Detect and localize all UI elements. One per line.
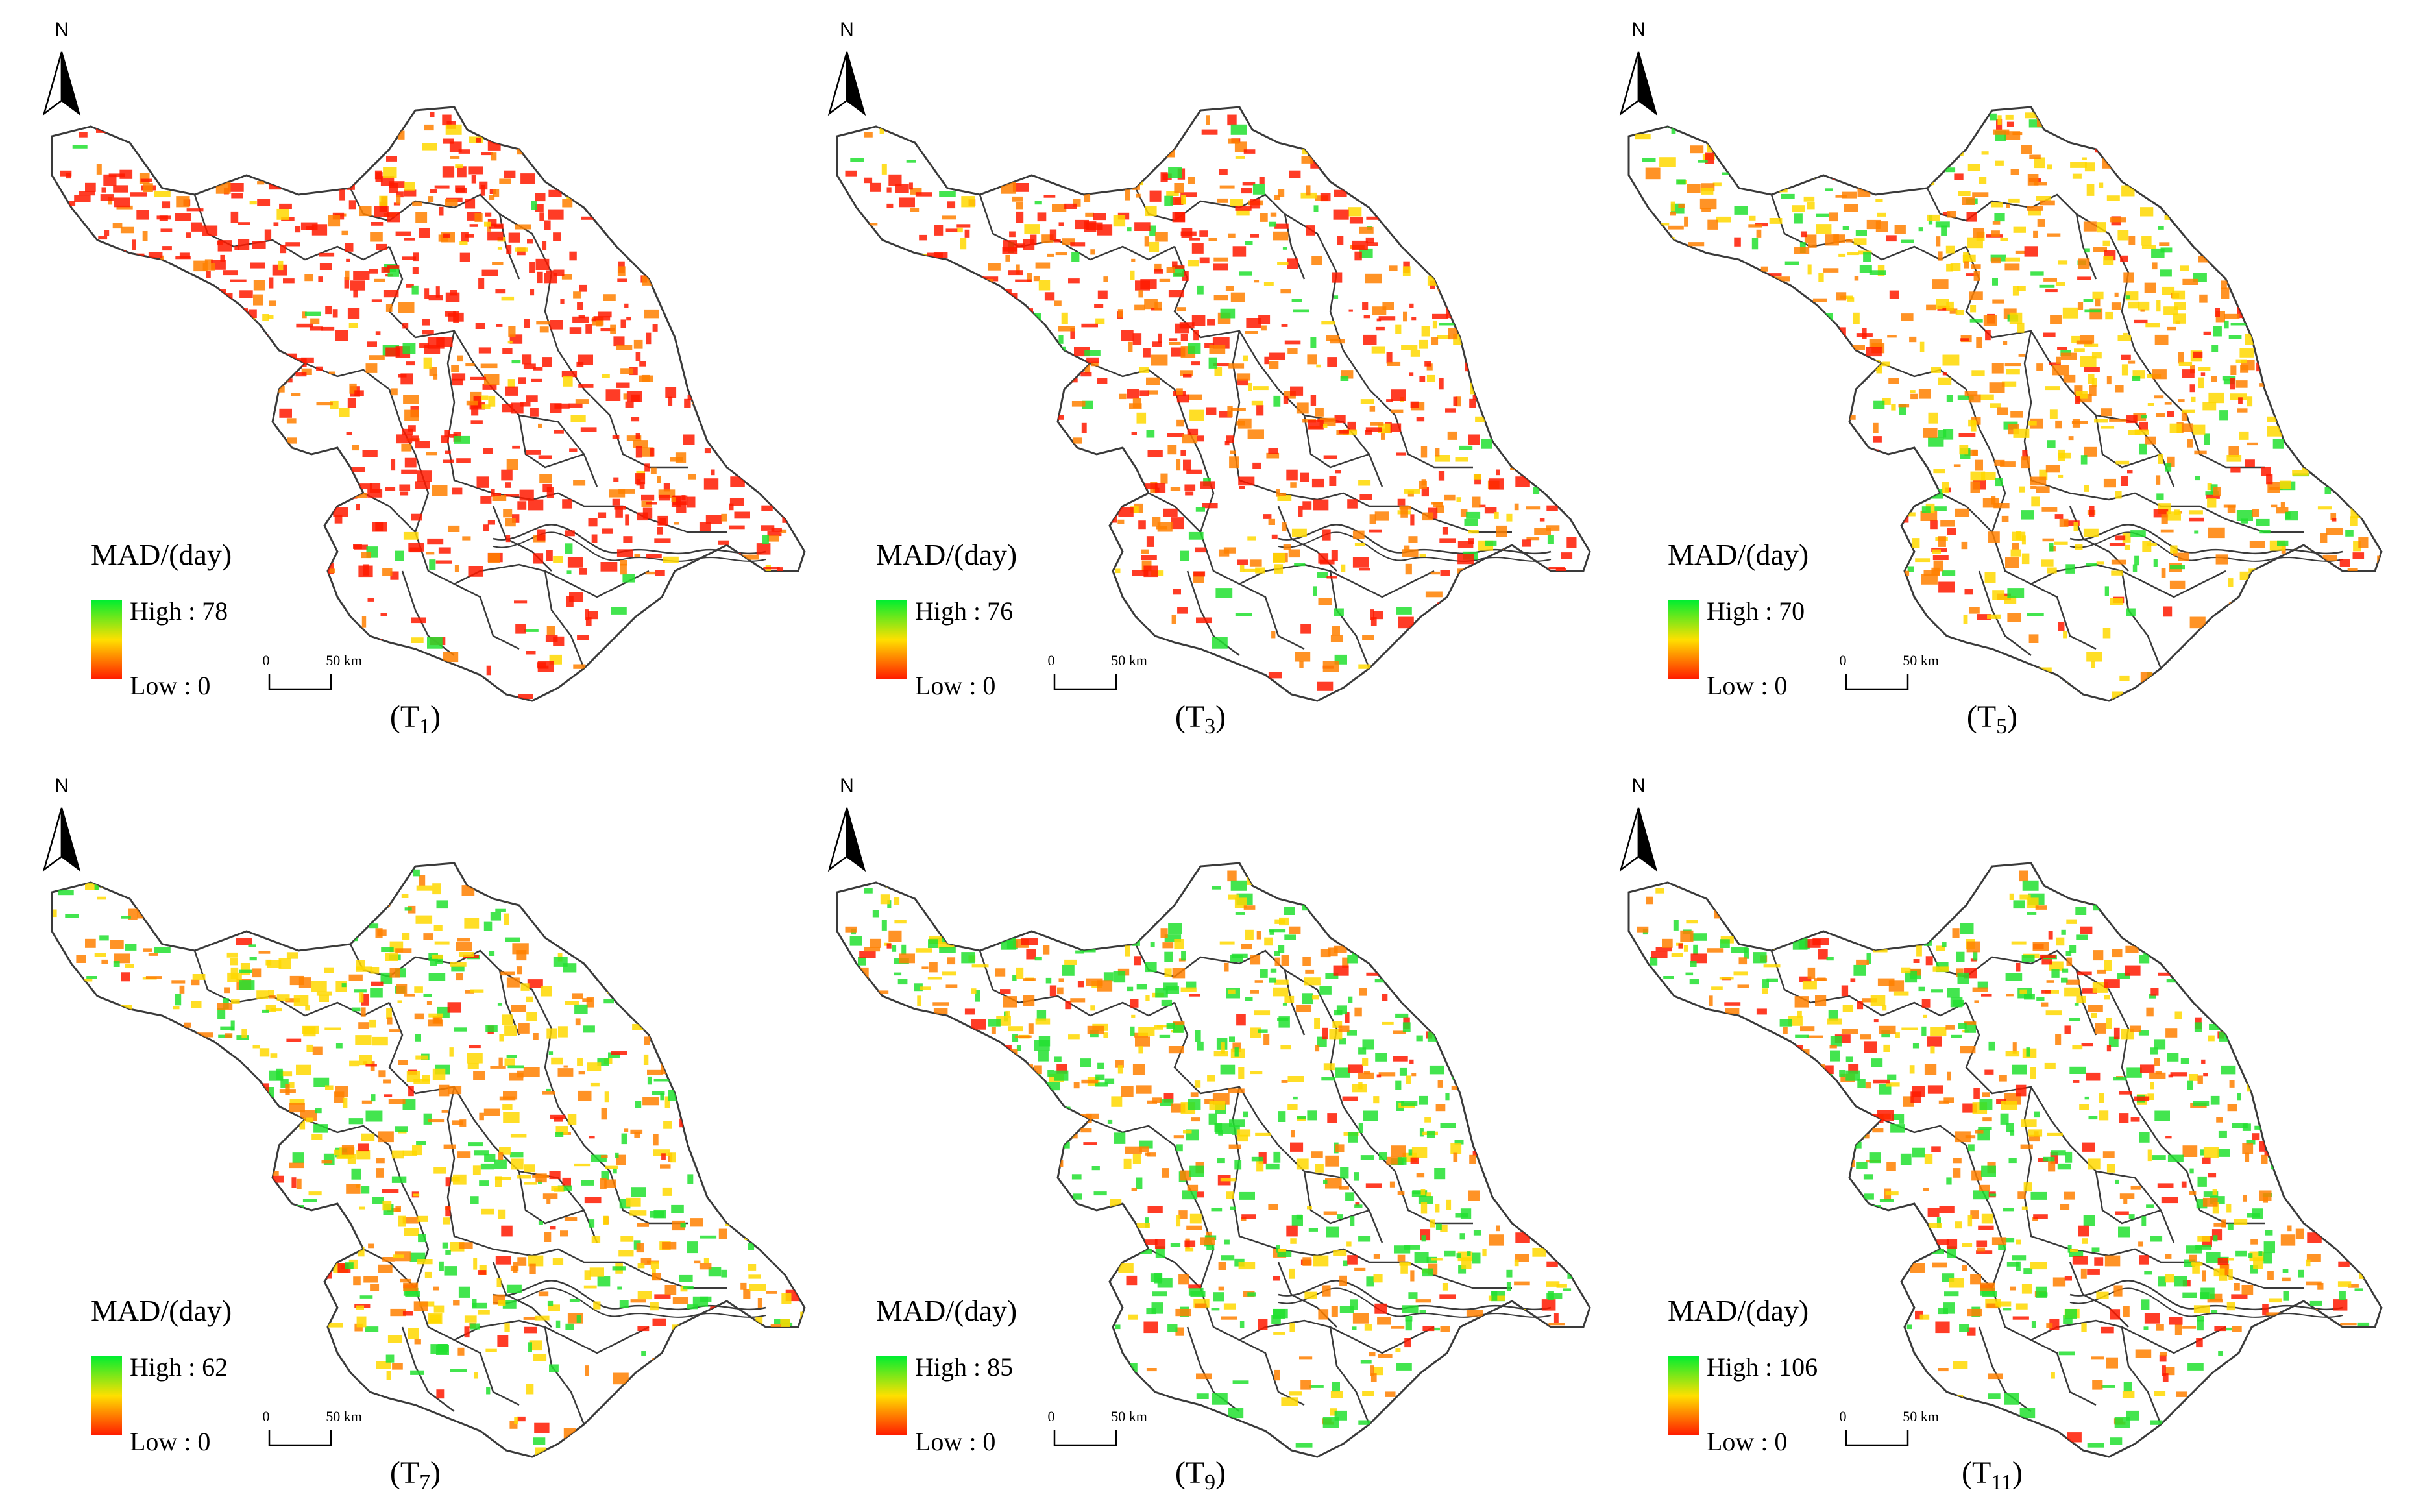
legend-color-ramp [91, 1356, 122, 1435]
scale-bar: 0 50 km [263, 652, 362, 690]
yangtze-river [493, 1280, 766, 1311]
scale-fifty-label: 50 km [1111, 652, 1147, 668]
map-panel-t9: N MAD/(day) High : 85 Low : 0 0 50 km (T… [827, 775, 1591, 1494]
legend-title: MAD/(day) [91, 1294, 232, 1327]
yangtze-river [2069, 524, 2343, 555]
scale-zero-label: 0 [1840, 652, 1847, 668]
scale-zero-label: 0 [263, 1408, 270, 1424]
north-label: N [840, 775, 854, 796]
legend-high-label: High : 85 [915, 1352, 1013, 1382]
scale-bar: 0 50 km [1840, 652, 1939, 690]
north-label: N [1631, 19, 1646, 40]
north-arrow-icon: N [42, 775, 81, 872]
map-panel-t3: N MAD/(day) High : 76 Low : 0 0 50 km (T… [827, 19, 1591, 738]
yangtze-river [493, 1287, 766, 1318]
north-label: N [55, 19, 69, 40]
scale-zero-label: 0 [1840, 1408, 1847, 1424]
north-arrow-icon: N [827, 775, 866, 872]
map-panel-t1: N MAD/(day) High : 78 Low : 0 0 50 km (T… [42, 19, 806, 738]
scale-zero-label: 0 [1048, 1408, 1055, 1424]
scale-zero-label: 0 [263, 652, 270, 668]
scale-bar: 0 50 km [1048, 652, 1147, 690]
scale-fifty-label: 50 km [1903, 652, 1939, 668]
north-label: N [1631, 775, 1646, 796]
legend-title: MAD/(day) [1668, 1294, 1809, 1327]
legend-title: MAD/(day) [876, 1294, 1017, 1327]
legend-low-label: Low : 0 [1707, 671, 1787, 700]
legend: MAD/(day) High : 106 Low : 0 [1668, 1294, 1818, 1456]
panel-label: (T3) [1175, 700, 1226, 738]
yangtze-river [2069, 531, 2343, 562]
panel-label: (T1) [390, 700, 441, 738]
scale-bar: 0 50 km [263, 1408, 362, 1446]
map-panel-t5: N MAD/(day) High : 70 Low : 0 0 50 km (T… [1619, 19, 2383, 738]
north-arrow-icon: N [827, 19, 866, 116]
map-panel-t7: N MAD/(day) High : 62 Low : 0 0 50 km (T… [42, 775, 806, 1494]
legend-low-label: Low : 0 [915, 1427, 995, 1456]
legend-low-label: Low : 0 [1707, 1427, 1787, 1456]
legend-color-ramp [1668, 1356, 1699, 1435]
panel-label: (T9) [1175, 1456, 1226, 1494]
scale-bar: 0 50 km [1840, 1408, 1939, 1446]
map-panel-t11: N MAD/(day) High : 106 Low : 0 0 50 km (… [1619, 775, 2383, 1494]
legend-low-label: Low : 0 [130, 1427, 210, 1456]
city-boundaries [193, 944, 727, 1425]
city-boundaries [979, 944, 1512, 1425]
legend-high-label: High : 76 [915, 596, 1013, 626]
north-arrow-icon: N [1619, 775, 1658, 872]
legend-high-label: High : 78 [130, 596, 228, 626]
north-label: N [840, 19, 854, 40]
legend: MAD/(day) High : 70 Low : 0 [1668, 538, 1809, 700]
scale-fifty-label: 50 km [326, 652, 362, 668]
legend-title: MAD/(day) [1668, 538, 1809, 571]
legend-color-ramp [1668, 600, 1699, 679]
legend-color-ramp [876, 1356, 907, 1435]
legend-title: MAD/(day) [876, 538, 1017, 571]
legend-color-ramp [91, 600, 122, 679]
legend-high-label: High : 70 [1707, 596, 1805, 626]
panel-label: (T5) [1967, 700, 2017, 738]
legend: MAD/(day) High : 85 Low : 0 [876, 1294, 1017, 1456]
north-arrow-icon: N [42, 19, 81, 116]
scale-fifty-label: 50 km [326, 1408, 362, 1424]
scale-zero-label: 0 [1048, 652, 1055, 668]
scale-fifty-label: 50 km [1111, 1408, 1147, 1424]
north-label: N [55, 775, 69, 796]
legend-color-ramp [876, 600, 907, 679]
panel-label: (T11) [1962, 1456, 2023, 1494]
legend: MAD/(day) High : 76 Low : 0 [876, 538, 1017, 700]
legend-title: MAD/(day) [91, 538, 232, 571]
legend-low-label: Low : 0 [130, 671, 210, 700]
panel-label: (T7) [390, 1456, 441, 1494]
city-boundaries [1770, 944, 2304, 1425]
north-arrow-icon: N [1619, 19, 1658, 116]
legend-high-label: High : 106 [1707, 1352, 1818, 1382]
legend-high-label: High : 62 [130, 1352, 228, 1382]
legend: MAD/(day) High : 62 Low : 0 [91, 1294, 232, 1456]
scale-fifty-label: 50 km [1903, 1408, 1939, 1424]
scale-bar: 0 50 km [1048, 1408, 1147, 1446]
legend: MAD/(day) High : 78 Low : 0 [91, 538, 232, 700]
legend-low-label: Low : 0 [915, 671, 995, 700]
